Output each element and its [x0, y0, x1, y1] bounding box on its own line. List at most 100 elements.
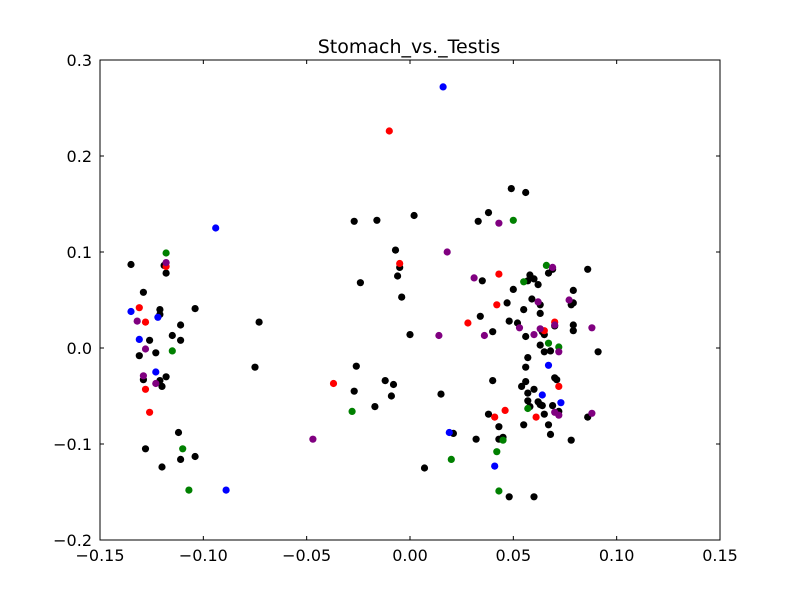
data-point [522, 363, 530, 371]
data-point [493, 301, 501, 309]
data-point [542, 261, 551, 269]
data-point [174, 428, 183, 437]
data-point [530, 331, 538, 339]
data-point [168, 331, 176, 340]
data-point [565, 296, 573, 304]
data-point [505, 317, 513, 325]
data-point [146, 408, 154, 416]
data-point [445, 428, 453, 437]
y-tick-label: 0.2 [67, 147, 92, 166]
data-point [154, 313, 162, 321]
data-point [478, 277, 486, 285]
data-point [538, 402, 546, 410]
data-point [505, 493, 513, 501]
data-point [484, 410, 493, 418]
x-tick-label: 0.15 [702, 546, 738, 565]
data-point [522, 188, 530, 197]
data-point [135, 304, 143, 312]
data-point [394, 272, 402, 280]
data-point [329, 379, 338, 388]
data-point [251, 363, 259, 371]
data-point [435, 331, 443, 340]
data-point [443, 248, 451, 256]
data-point [557, 399, 565, 407]
data-point [135, 335, 143, 343]
data-point [503, 299, 511, 307]
data-point [530, 493, 538, 501]
data-point [141, 345, 150, 353]
data-point [168, 347, 176, 355]
data-point [532, 413, 540, 421]
plot-frame [99, 59, 721, 541]
data-point [447, 455, 455, 463]
data-point [544, 361, 553, 369]
data-point [555, 382, 563, 390]
data-points [127, 83, 602, 501]
data-point [551, 321, 559, 329]
data-point [522, 378, 530, 386]
data-point [255, 318, 263, 326]
data-point [179, 445, 187, 453]
data-point [520, 306, 528, 314]
data-point [348, 407, 356, 415]
x-tick-label: 0.05 [496, 546, 532, 565]
data-point [491, 462, 499, 470]
data-point [524, 389, 532, 397]
data-point [212, 224, 220, 232]
data-point [540, 348, 548, 356]
data-point [356, 279, 364, 287]
data-point [534, 281, 542, 289]
data-point [546, 430, 555, 438]
data-point [156, 306, 164, 314]
data-point [549, 402, 557, 410]
data-point [536, 309, 544, 317]
data-point [474, 217, 482, 225]
data-point [509, 285, 517, 293]
data-point [520, 278, 528, 286]
x-tick-label: −0.05 [282, 546, 331, 565]
x-tick-label: 0.10 [599, 546, 635, 565]
x-tick-label: −0.15 [75, 546, 124, 565]
x-tick-label: 0.00 [392, 546, 428, 565]
data-point [495, 219, 503, 227]
data-point [158, 382, 166, 390]
data-point [524, 397, 532, 405]
data-point [588, 409, 596, 417]
data-point [439, 83, 447, 91]
data-point [135, 352, 143, 360]
data-point [133, 317, 141, 325]
data-point [437, 390, 445, 398]
data-point [398, 293, 406, 301]
x-tick-label: −0.10 [179, 546, 228, 565]
chart-title: Stomach_vs._Testis [318, 36, 501, 58]
data-point [158, 463, 166, 471]
data-point [406, 331, 414, 339]
data-point [373, 216, 381, 224]
data-point [350, 387, 358, 395]
data-point [509, 216, 517, 224]
data-point [549, 263, 557, 271]
data-point [381, 377, 389, 385]
data-point [352, 362, 360, 370]
data-point [569, 286, 577, 294]
data-point [139, 288, 147, 296]
data-point [594, 348, 602, 356]
y-tick-label: −0.1 [53, 435, 92, 454]
data-point [495, 423, 503, 431]
data-point [191, 305, 199, 313]
data-point [476, 312, 484, 320]
data-point [518, 382, 526, 390]
data-point [495, 270, 503, 278]
data-point [162, 259, 170, 267]
data-point [484, 209, 493, 217]
data-point [524, 354, 532, 362]
data-point [567, 436, 575, 444]
data-point [491, 413, 499, 421]
data-point [139, 372, 147, 380]
data-point [584, 265, 592, 273]
y-tick-label: 0.0 [67, 339, 92, 358]
data-point [520, 421, 528, 429]
data-point [555, 411, 563, 419]
data-point [544, 421, 553, 429]
data-point [464, 319, 472, 327]
